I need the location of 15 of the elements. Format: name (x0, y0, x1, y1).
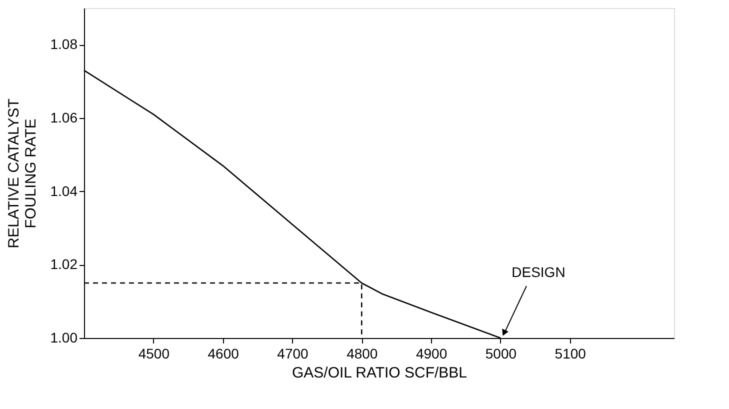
x-tick-label: 4800 (346, 346, 378, 362)
x-tick-label: 4900 (416, 346, 448, 362)
y-tick-label: 1.02 (50, 256, 78, 272)
x-tick-label: 5000 (485, 346, 517, 362)
y-tick-label: 1.06 (50, 110, 78, 126)
y-tick-label: 1.04 (50, 182, 78, 199)
annotation: DESIGN (512, 264, 566, 280)
y-tick-label: 1.00 (50, 330, 78, 346)
x-axis-title: GAS/OIL RATIO SCF/BBL (292, 364, 468, 382)
x-tick-label: 5100 (554, 346, 586, 362)
x-tick-label: 4600 (208, 346, 240, 362)
x-tick-label: 4500 (138, 346, 170, 362)
x-tick-label: 4700 (277, 346, 309, 362)
y-tick-label: 1.08 (50, 36, 78, 52)
y-axis-title: RELATIVE CATALYST FOULING RATE (5, 98, 40, 248)
